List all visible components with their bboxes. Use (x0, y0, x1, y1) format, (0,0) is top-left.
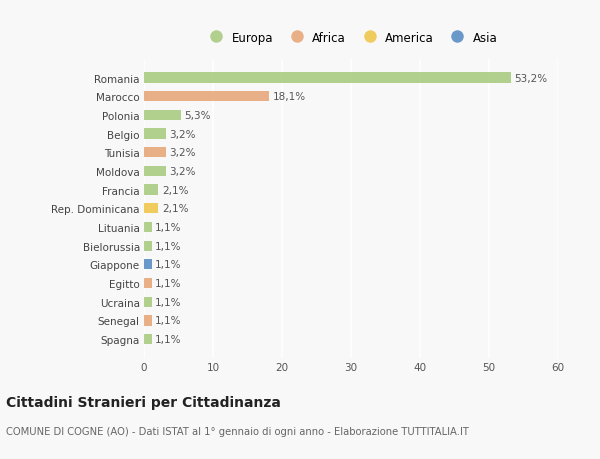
Text: 3,2%: 3,2% (170, 167, 196, 177)
Bar (144, 92, 269, 102)
Bar (144, 204, 158, 214)
Bar (144, 316, 152, 326)
Bar (144, 73, 511, 84)
Bar (144, 260, 152, 270)
Text: 1,1%: 1,1% (155, 241, 182, 251)
Legend: Europa, Africa, America, Asia: Europa, Africa, America, Asia (200, 27, 502, 49)
Bar (144, 241, 152, 251)
Text: 1,1%: 1,1% (155, 279, 182, 288)
Text: 3,2%: 3,2% (170, 129, 196, 139)
Text: 1,1%: 1,1% (155, 260, 182, 270)
Text: 1,1%: 1,1% (155, 334, 182, 344)
Text: 2,1%: 2,1% (162, 185, 188, 195)
Bar (144, 334, 152, 344)
Bar (144, 278, 152, 289)
Text: 3,2%: 3,2% (170, 148, 196, 158)
Text: 1,1%: 1,1% (155, 316, 182, 326)
Text: 53,2%: 53,2% (515, 73, 548, 84)
Text: 1,1%: 1,1% (155, 223, 182, 232)
Text: COMUNE DI COGNE (AO) - Dati ISTAT al 1° gennaio di ogni anno - Elaborazione TUTT: COMUNE DI COGNE (AO) - Dati ISTAT al 1° … (6, 426, 469, 436)
Text: 1,1%: 1,1% (155, 297, 182, 307)
Text: 18,1%: 18,1% (272, 92, 305, 102)
Text: Cittadini Stranieri per Cittadinanza: Cittadini Stranieri per Cittadinanza (6, 395, 281, 409)
Bar (144, 185, 158, 196)
Text: 5,3%: 5,3% (184, 111, 211, 121)
Bar (144, 129, 166, 140)
Bar (144, 111, 181, 121)
Text: 2,1%: 2,1% (162, 204, 188, 214)
Bar (144, 297, 152, 307)
Bar (144, 148, 166, 158)
Bar (144, 167, 166, 177)
Bar (144, 222, 152, 233)
